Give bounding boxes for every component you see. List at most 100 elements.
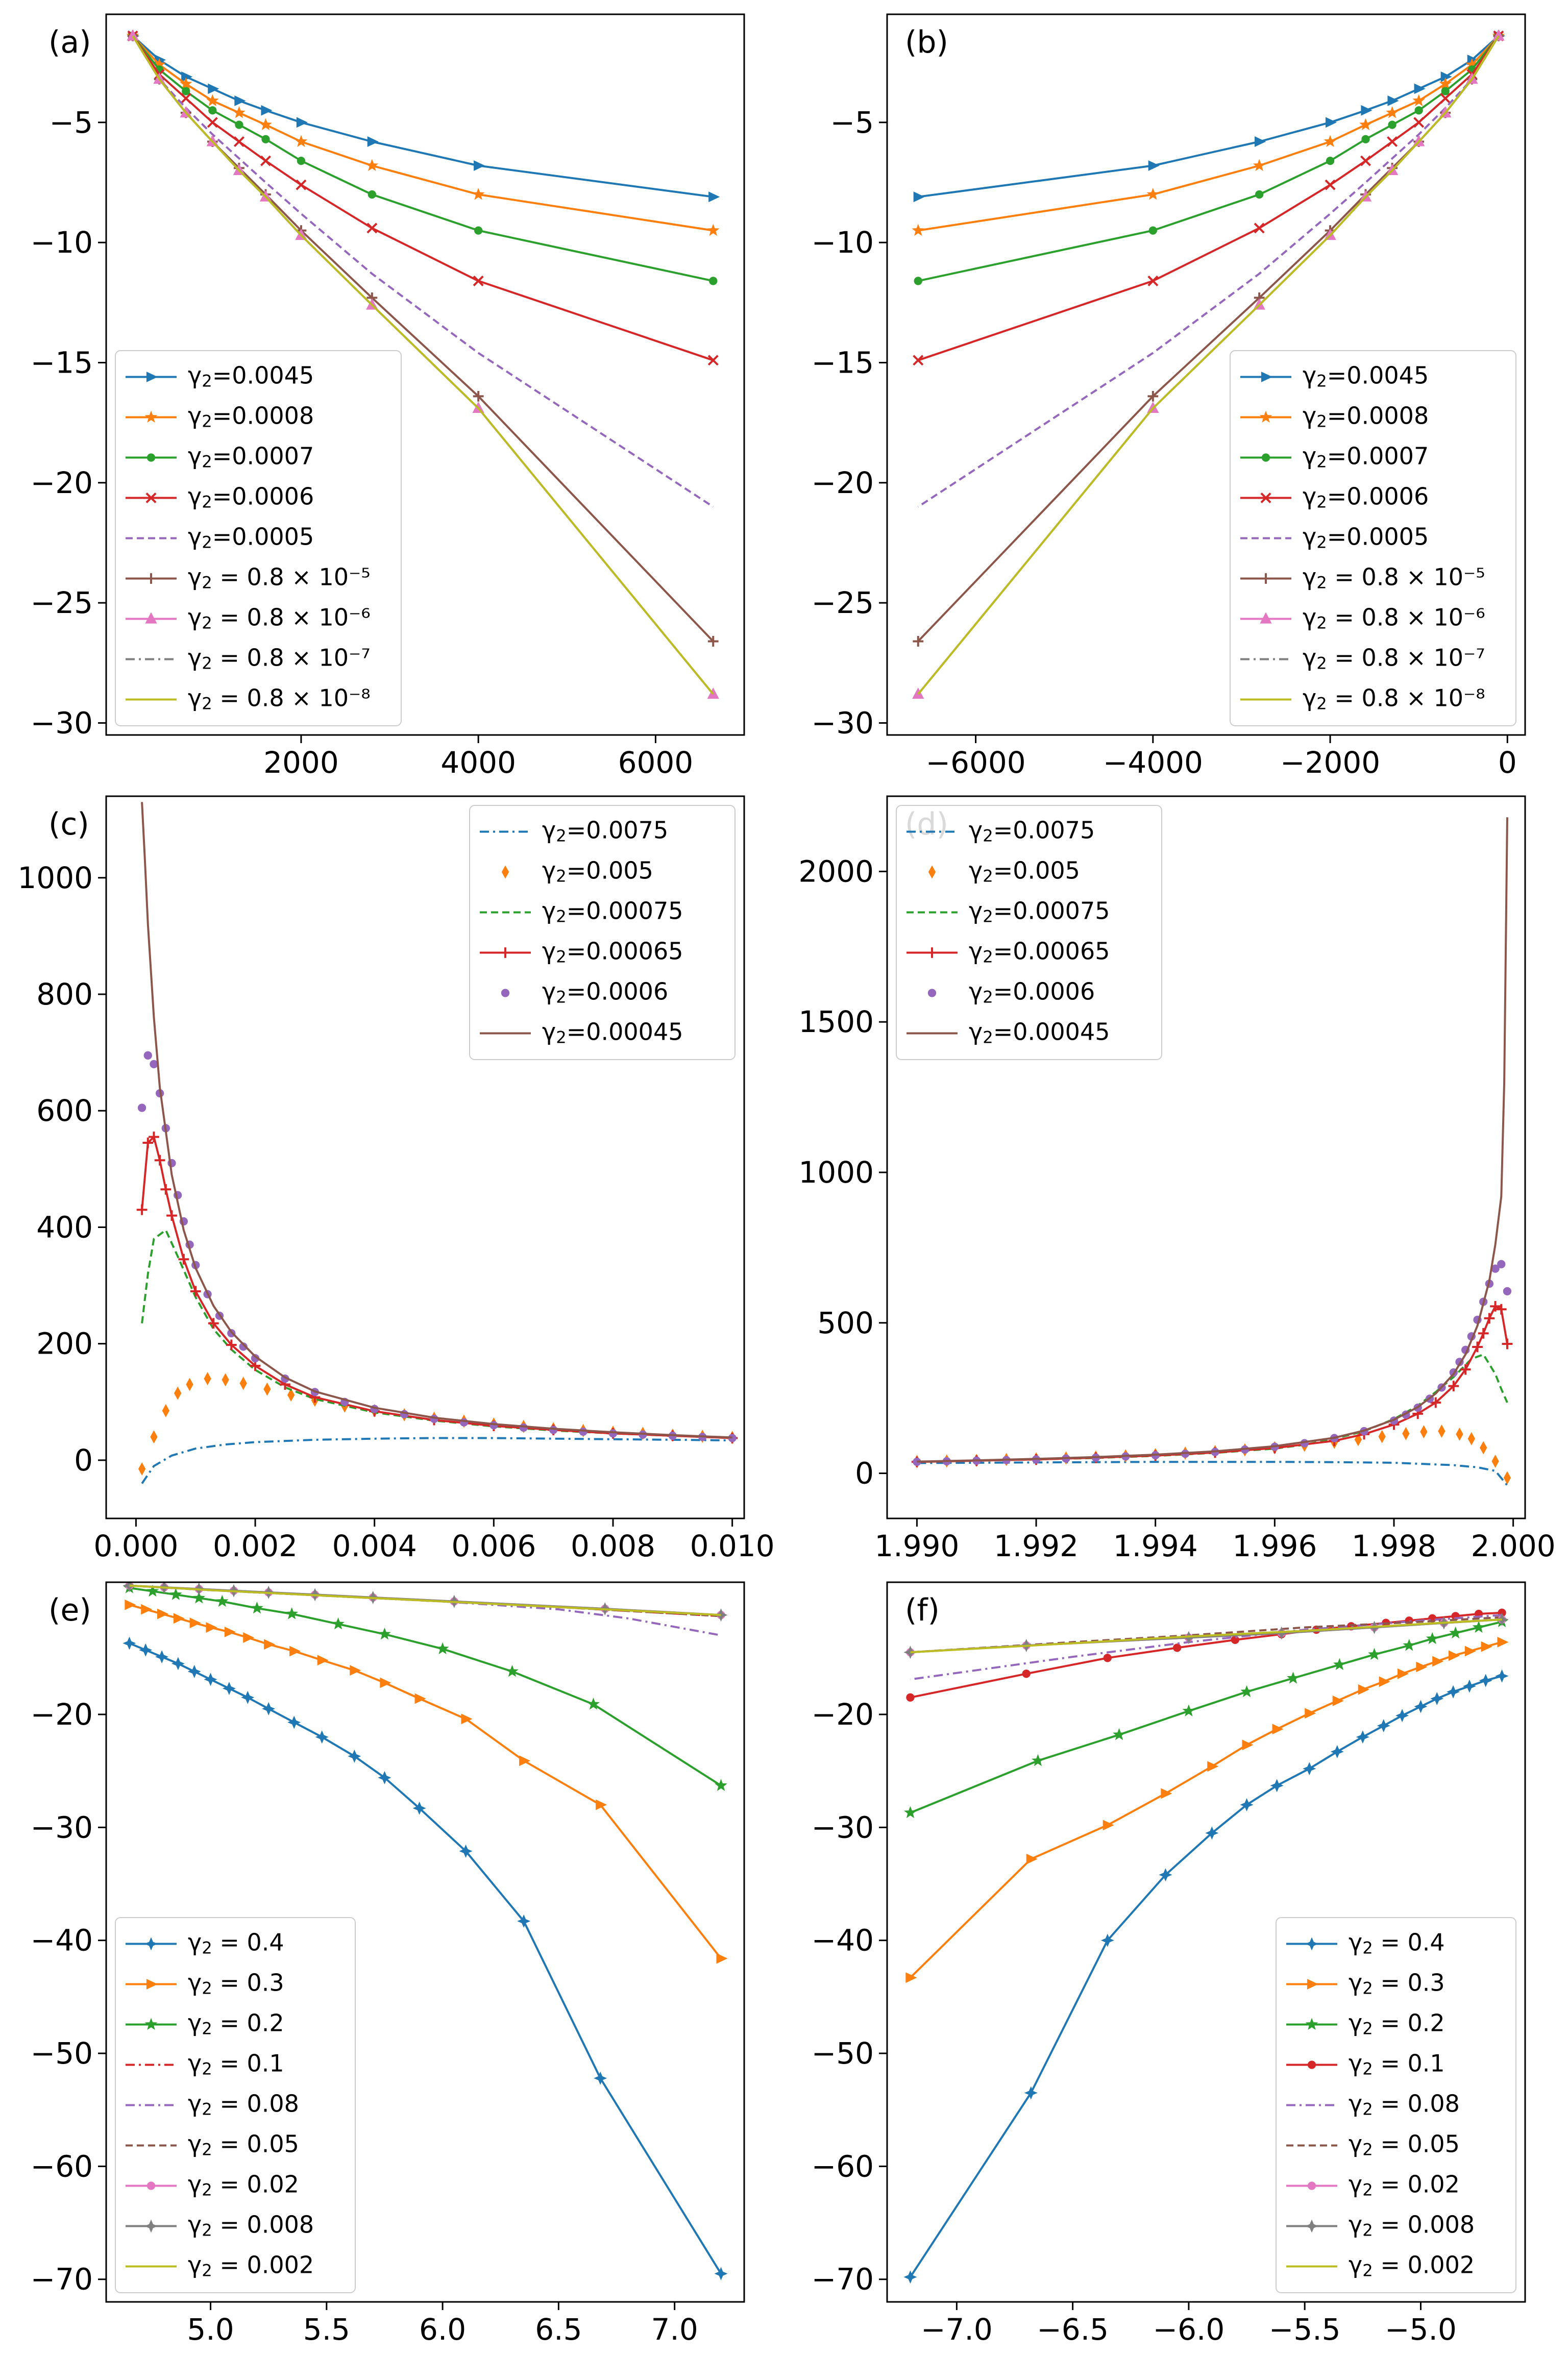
- legend-item: γ2 = 0.1: [126, 2049, 284, 2079]
- legend-label: γ2 = 0.08: [188, 2090, 299, 2119]
- data-point: [436, 1642, 449, 1655]
- data-point: [708, 191, 720, 203]
- series-1: [125, 1599, 728, 1964]
- data-point: [1326, 156, 1335, 165]
- data-point: [594, 2071, 607, 2085]
- legend-item: γ2=0.00045: [480, 1018, 683, 1047]
- legend-marker: [144, 410, 158, 423]
- data-point: [707, 355, 719, 366]
- y-tick-label: −40: [31, 1923, 93, 1958]
- data-point: [1254, 223, 1265, 234]
- panel-label: (f): [905, 1592, 940, 1628]
- series-4: [917, 35, 1500, 508]
- y-tick-label: −20: [31, 465, 93, 500]
- legend-item: γ2 = 0.08: [126, 2090, 299, 2119]
- legend-label: γ2 = 0.02: [1349, 2170, 1460, 2200]
- panel-label: (b): [905, 24, 948, 60]
- legend-label: γ2 = 0.8 × 10⁻⁵: [188, 563, 371, 593]
- legend-label: γ2 = 0.8 × 10⁻⁵: [1303, 563, 1485, 593]
- x-tick-label: 0.000: [93, 1529, 178, 1563]
- plot-area: [903, 1608, 1509, 2284]
- data-point: [1182, 1631, 1195, 1645]
- y-tick-label: −10: [812, 225, 874, 260]
- series-1: [126, 29, 720, 236]
- data-point: [1358, 1684, 1369, 1695]
- y-tick-label: −70: [31, 2262, 93, 2297]
- data-point: [1414, 1700, 1428, 1713]
- series-2: [123, 1582, 727, 1791]
- legend-item: γ2 = 0.02: [1286, 2170, 1460, 2200]
- y-tick-label: −30: [812, 705, 874, 740]
- legend-marker: [1307, 1979, 1318, 1990]
- legend-label: γ2=0.00075: [542, 897, 683, 926]
- series-8: [917, 35, 1500, 695]
- series-1: [905, 1636, 1509, 1983]
- series-1: [912, 29, 1505, 236]
- legend-item: γ2=0.00075: [480, 897, 683, 926]
- data-point: [1102, 1820, 1114, 1831]
- x-tick-label: 7.0: [651, 2312, 698, 2347]
- data-point: [1465, 58, 1479, 70]
- y-tick-label: 400: [36, 1210, 93, 1244]
- legend-marker: [1260, 492, 1271, 504]
- data-point: [1472, 1341, 1483, 1353]
- series-line: [917, 817, 1508, 1463]
- data-point: [1361, 105, 1373, 116]
- legend-label: γ2=0.0005: [188, 523, 314, 552]
- data-point: [1432, 1656, 1444, 1667]
- legend-marker: [926, 947, 938, 958]
- plot-area: [912, 29, 1505, 699]
- series-line: [917, 1305, 1508, 1463]
- data-point: [473, 390, 484, 402]
- plot-area: [136, 802, 738, 1484]
- legend-item: γ2=0.0008: [126, 402, 314, 431]
- data-point: [1332, 1696, 1344, 1706]
- legend-label: γ2=0.005: [969, 856, 1080, 886]
- series-5: [917, 817, 1508, 1463]
- legend-label: γ2=0.0075: [542, 816, 668, 846]
- data-point: [178, 1254, 189, 1265]
- data-point: [150, 1430, 158, 1444]
- data-point: [153, 58, 166, 70]
- data-point: [180, 93, 191, 104]
- data-point: [905, 1972, 917, 1983]
- legend-item: γ2 = 0.02: [126, 2170, 299, 2200]
- legend-label: γ2=0.00045: [969, 1018, 1110, 1047]
- series-line: [132, 35, 714, 198]
- data-point: [1388, 120, 1396, 129]
- y-tick-label: −40: [812, 1923, 874, 1958]
- data-point: [1492, 29, 1505, 41]
- data-point: [1148, 226, 1157, 235]
- data-point: [913, 636, 924, 647]
- data-point: [1147, 275, 1159, 286]
- legend-marker: [1307, 2181, 1316, 2190]
- legend-marker: [146, 2181, 156, 2190]
- data-point: [208, 1318, 219, 1329]
- legend-item: γ2=0.0006: [1240, 482, 1429, 512]
- legend-item: γ2 = 0.002: [1286, 2251, 1475, 2280]
- y-tick-label: −60: [31, 2149, 93, 2183]
- x-tick-label: 0: [1498, 745, 1517, 780]
- legend-item: γ2=0.005: [501, 856, 653, 886]
- data-point: [714, 2267, 728, 2280]
- data-point: [222, 1373, 229, 1387]
- data-point: [706, 224, 720, 236]
- data-point: [1490, 1300, 1501, 1312]
- data-point: [243, 1632, 255, 1643]
- y-tick-label: −10: [31, 225, 93, 260]
- series-line: [132, 35, 714, 361]
- data-point: [233, 136, 244, 147]
- data-point: [233, 106, 246, 118]
- y-tick-label: 1500: [798, 1004, 874, 1039]
- legend-box: [115, 350, 402, 726]
- data-point: [1368, 1648, 1381, 1660]
- x-tick-label: 6.5: [535, 2312, 582, 2347]
- data-point: [139, 1643, 153, 1657]
- legend-marker: [927, 989, 937, 997]
- axes-frame: [105, 13, 745, 736]
- series-3: [136, 1132, 738, 1443]
- data-point: [1387, 136, 1398, 147]
- legend-item: γ2=0.0008: [1240, 402, 1429, 431]
- legend-label: γ2=0.0045: [1303, 361, 1429, 391]
- data-point: [1305, 1708, 1316, 1719]
